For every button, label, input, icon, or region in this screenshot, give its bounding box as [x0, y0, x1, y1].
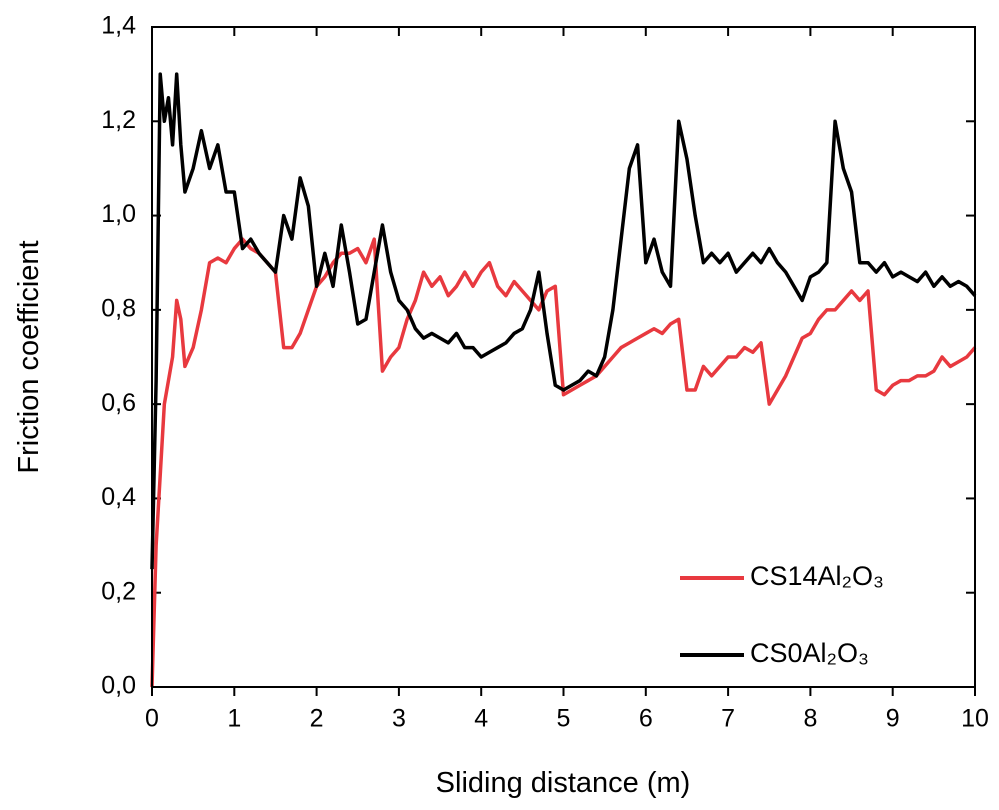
series-line [150, 72, 977, 570]
legend-label: CS14Al₂O₃ [750, 561, 884, 591]
y-tick-label: 0,6 [101, 389, 136, 417]
y-tick-label: 0,8 [101, 294, 136, 322]
y-axis-title: Friction coefficient [13, 240, 45, 473]
x-tick-label: 10 [961, 705, 989, 733]
series-line [150, 237, 977, 688]
x-tick-label: 6 [639, 705, 653, 733]
y-tick-label: 1,4 [101, 12, 136, 40]
plot-frame [151, 26, 976, 688]
x-tick-label: 5 [557, 705, 571, 733]
x-tick-label: 7 [721, 705, 735, 733]
x-tick-label: 2 [310, 705, 324, 733]
y-tick-label: 0,0 [101, 672, 136, 700]
x-tick-label: 8 [803, 705, 817, 733]
y-tick-label: 1,0 [101, 200, 136, 228]
legend-label: CS0Al₂O₃ [750, 638, 869, 668]
x-tick-label: 4 [474, 705, 488, 733]
y-tick-label: 0,4 [101, 483, 136, 511]
x-tick-label: 0 [145, 705, 159, 733]
y-tick-label: 1,2 [101, 106, 136, 134]
x-tick-label: 1 [227, 705, 241, 733]
x-tick-label: 9 [886, 705, 900, 733]
x-axis-title: Sliding distance (m) [436, 767, 691, 799]
x-tick-label: 3 [392, 705, 406, 733]
y-tick-label: 0,2 [101, 577, 136, 605]
